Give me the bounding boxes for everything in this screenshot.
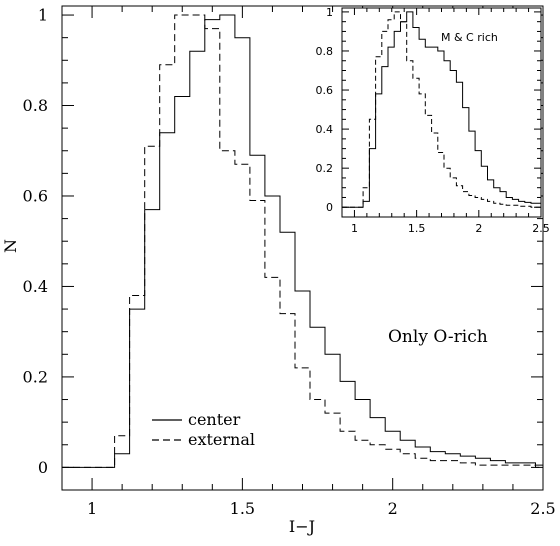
series-dashed — [62, 14, 543, 468]
inset-x-tick-label: 1 — [351, 222, 358, 235]
y-tick-label: 1 — [38, 6, 48, 25]
x-axis-title: I−J — [289, 517, 315, 536]
series-solid — [62, 14, 543, 468]
y-axis-title: N — [1, 239, 20, 253]
inset-series-dashed — [342, 11, 541, 208]
inset-x-tick-label: 2 — [475, 222, 482, 235]
y-tick-label: 0 — [38, 458, 48, 477]
x-tick-label: 1 — [87, 499, 97, 518]
y-tick-label: 0.2 — [23, 368, 48, 387]
inset-panel: 1 1.5 2 2.5 0 0.2 0.4 0.6 0.8 1 M & C rich — [316, 6, 550, 235]
x-tick-label: 2.5 — [530, 499, 555, 518]
x-tick-label: 1.5 — [230, 499, 255, 518]
inset-y-tick-label: 0.4 — [316, 123, 334, 136]
inset-y-tick-label: 0.6 — [316, 84, 334, 97]
y-tick-label: 0.4 — [23, 277, 48, 296]
main-panel: 1 1.5 2 2.5 0 0.2 0.4 0.6 0.8 1 I−J N Only O-rich cen… — [1, 5, 556, 536]
inset-series-solid — [342, 11, 541, 208]
inset-annotation-m-c-rich: M & C rich — [441, 31, 498, 44]
inset-y-tick-label: 0 — [326, 201, 333, 214]
inset-y-tick-label: 1 — [326, 6, 333, 19]
inset-x-tick-label: 2.5 — [532, 222, 550, 235]
inset-x-tick-label: 1.5 — [408, 222, 426, 235]
legend-label-center: center — [188, 410, 241, 429]
inset-y-tick-label: 0.2 — [316, 162, 334, 175]
inset-y-tick-label: 0.8 — [316, 45, 334, 58]
y-tick-label: 0.8 — [23, 96, 48, 115]
legend-label-external: external — [188, 430, 255, 449]
x-tick-label: 2 — [388, 499, 398, 518]
annotation-only-o-rich: Only O-rich — [388, 327, 488, 347]
y-tick-label: 0.6 — [23, 187, 48, 206]
